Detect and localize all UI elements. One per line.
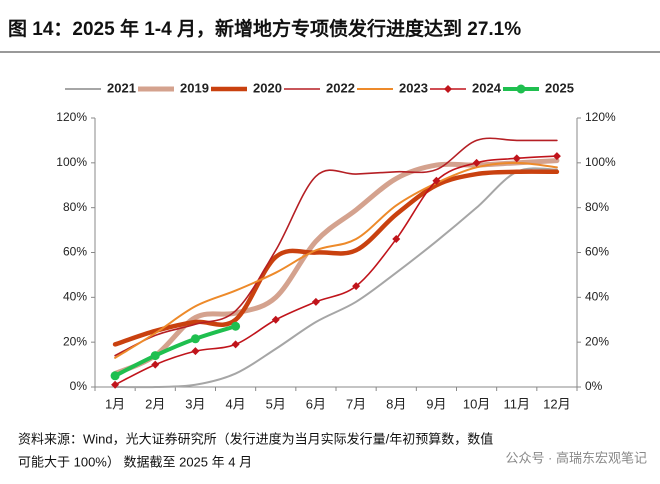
x-tick-label: 7月 [346,396,366,411]
y-tick-label: 60% [63,245,87,259]
y-tick-label: 80% [63,200,87,214]
y2-tick-label: 20% [585,334,609,348]
series-line [114,167,558,389]
y2-tick-label: 0% [585,379,603,393]
point-marker [552,152,561,161]
x-tick-label: 10月 [463,396,490,411]
legend-label: 2025 [545,80,574,95]
legend-label: 2020 [253,80,282,95]
point-marker [311,297,320,306]
y-tick-label: 0% [70,379,88,393]
point-marker [516,84,526,94]
legend-label: 2024 [472,80,502,95]
x-tick-label: 1月 [105,396,125,411]
point-marker [110,371,120,381]
series-line [114,155,558,386]
y-tick-label: 40% [63,290,87,304]
source-note: 资料来源：Wind，光大证券研究所（发行进度为当月实际发行量/年初预算数，数值 [18,431,493,446]
legend-label: 2022 [326,80,355,95]
point-marker [111,380,120,389]
y-tick-label: 100% [56,155,87,169]
series-line [112,158,560,377]
y2-tick-label: 60% [585,245,609,259]
point-marker [432,176,441,185]
x-tick-label: 4月 [225,396,245,411]
y2-tick-label: 40% [585,290,609,304]
legend-label: 2023 [399,80,428,95]
point-marker [472,158,481,167]
point-marker [190,334,200,344]
point-marker [352,282,361,291]
point-marker [444,85,452,93]
point-marker [191,347,200,356]
point-marker [151,360,160,369]
x-tick-label: 8月 [386,396,406,411]
series-line [114,161,558,359]
source-note: 可能大于 100%） 数据截至 2025 年 4 月 [18,454,252,469]
legend-label: 2019 [180,80,209,95]
chart-title: 图 14：2025 年 1-4 月，新增地方专项债发行进度达到 27.1% [8,17,521,40]
x-tick-label: 11月 [504,396,531,411]
point-marker [271,315,280,324]
x-tick-label: 5月 [266,396,286,411]
series-line [114,137,558,357]
point-marker [231,321,241,331]
x-tick-label: 3月 [185,396,205,411]
y-tick-label: 120% [56,110,87,124]
y2-tick-label: 80% [585,200,609,214]
point-marker [512,154,521,163]
x-tick-label: 6月 [306,396,326,411]
x-tick-label: 12月 [543,396,570,411]
y2-tick-label: 120% [585,110,616,124]
y2-tick-label: 100% [585,155,616,169]
x-tick-label: 2月 [145,396,165,411]
point-marker [392,235,401,244]
series-line [112,169,560,347]
series-line [113,324,238,378]
watermark: 公众号 · 高瑞东宏观笔记 [505,450,647,465]
legend-label: 2021 [107,80,136,95]
y-tick-label: 20% [63,334,87,348]
x-tick-label: 9月 [426,396,446,411]
point-marker [231,340,240,349]
point-marker [150,351,160,361]
